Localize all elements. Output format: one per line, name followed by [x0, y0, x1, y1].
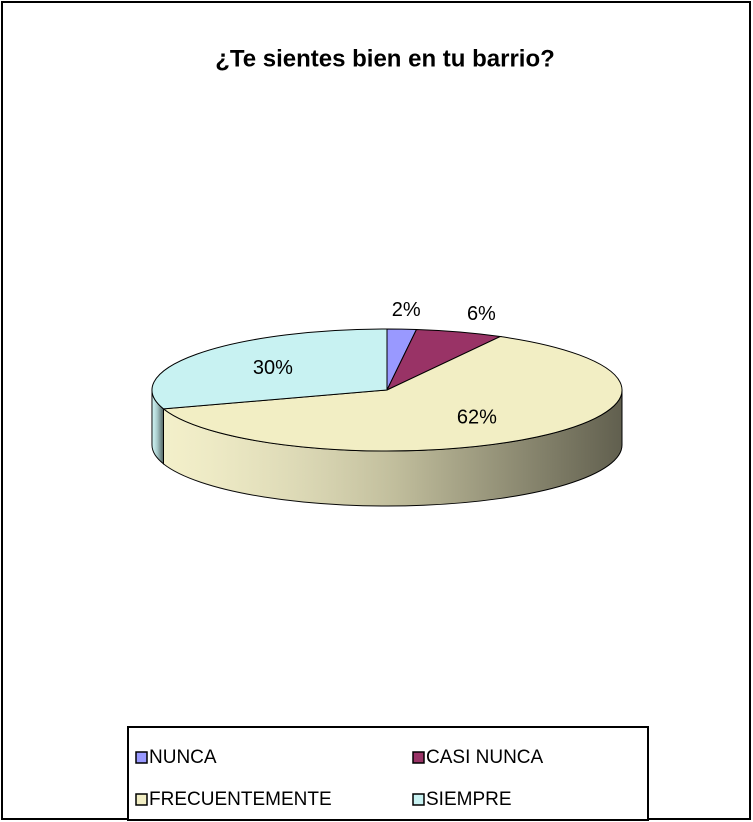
- pie-side-shade: [163, 390, 623, 506]
- chart-title: ¿Te sientes bien en tu barrio?: [215, 45, 555, 72]
- data-label: 30%: [253, 357, 293, 379]
- legend-label: SIEMPRE: [426, 789, 512, 810]
- legend-label: CASI NUNCA: [426, 747, 544, 768]
- legend-swatch: [135, 751, 148, 764]
- pie-slice: [162, 336, 623, 452]
- data-label: 6%: [467, 303, 496, 325]
- pie-slice: [151, 328, 388, 410]
- legend-label: FRECUENTEMENTE: [149, 789, 332, 810]
- data-label: 62%: [457, 406, 497, 428]
- legend-label: NUNCA: [149, 747, 217, 768]
- legend-swatch: [135, 793, 148, 806]
- legend: NUNCA CASI NUNCA FRECUENTEMENTE SIEMPRE: [135, 747, 544, 810]
- pie-side-shade: [152, 390, 164, 464]
- data-label: 2%: [392, 299, 421, 321]
- legend-box: [127, 726, 649, 821]
- legend-swatch: [412, 793, 425, 806]
- pie: 2% 6% 62% 30%: [151, 299, 623, 507]
- legend-swatch: [412, 751, 425, 764]
